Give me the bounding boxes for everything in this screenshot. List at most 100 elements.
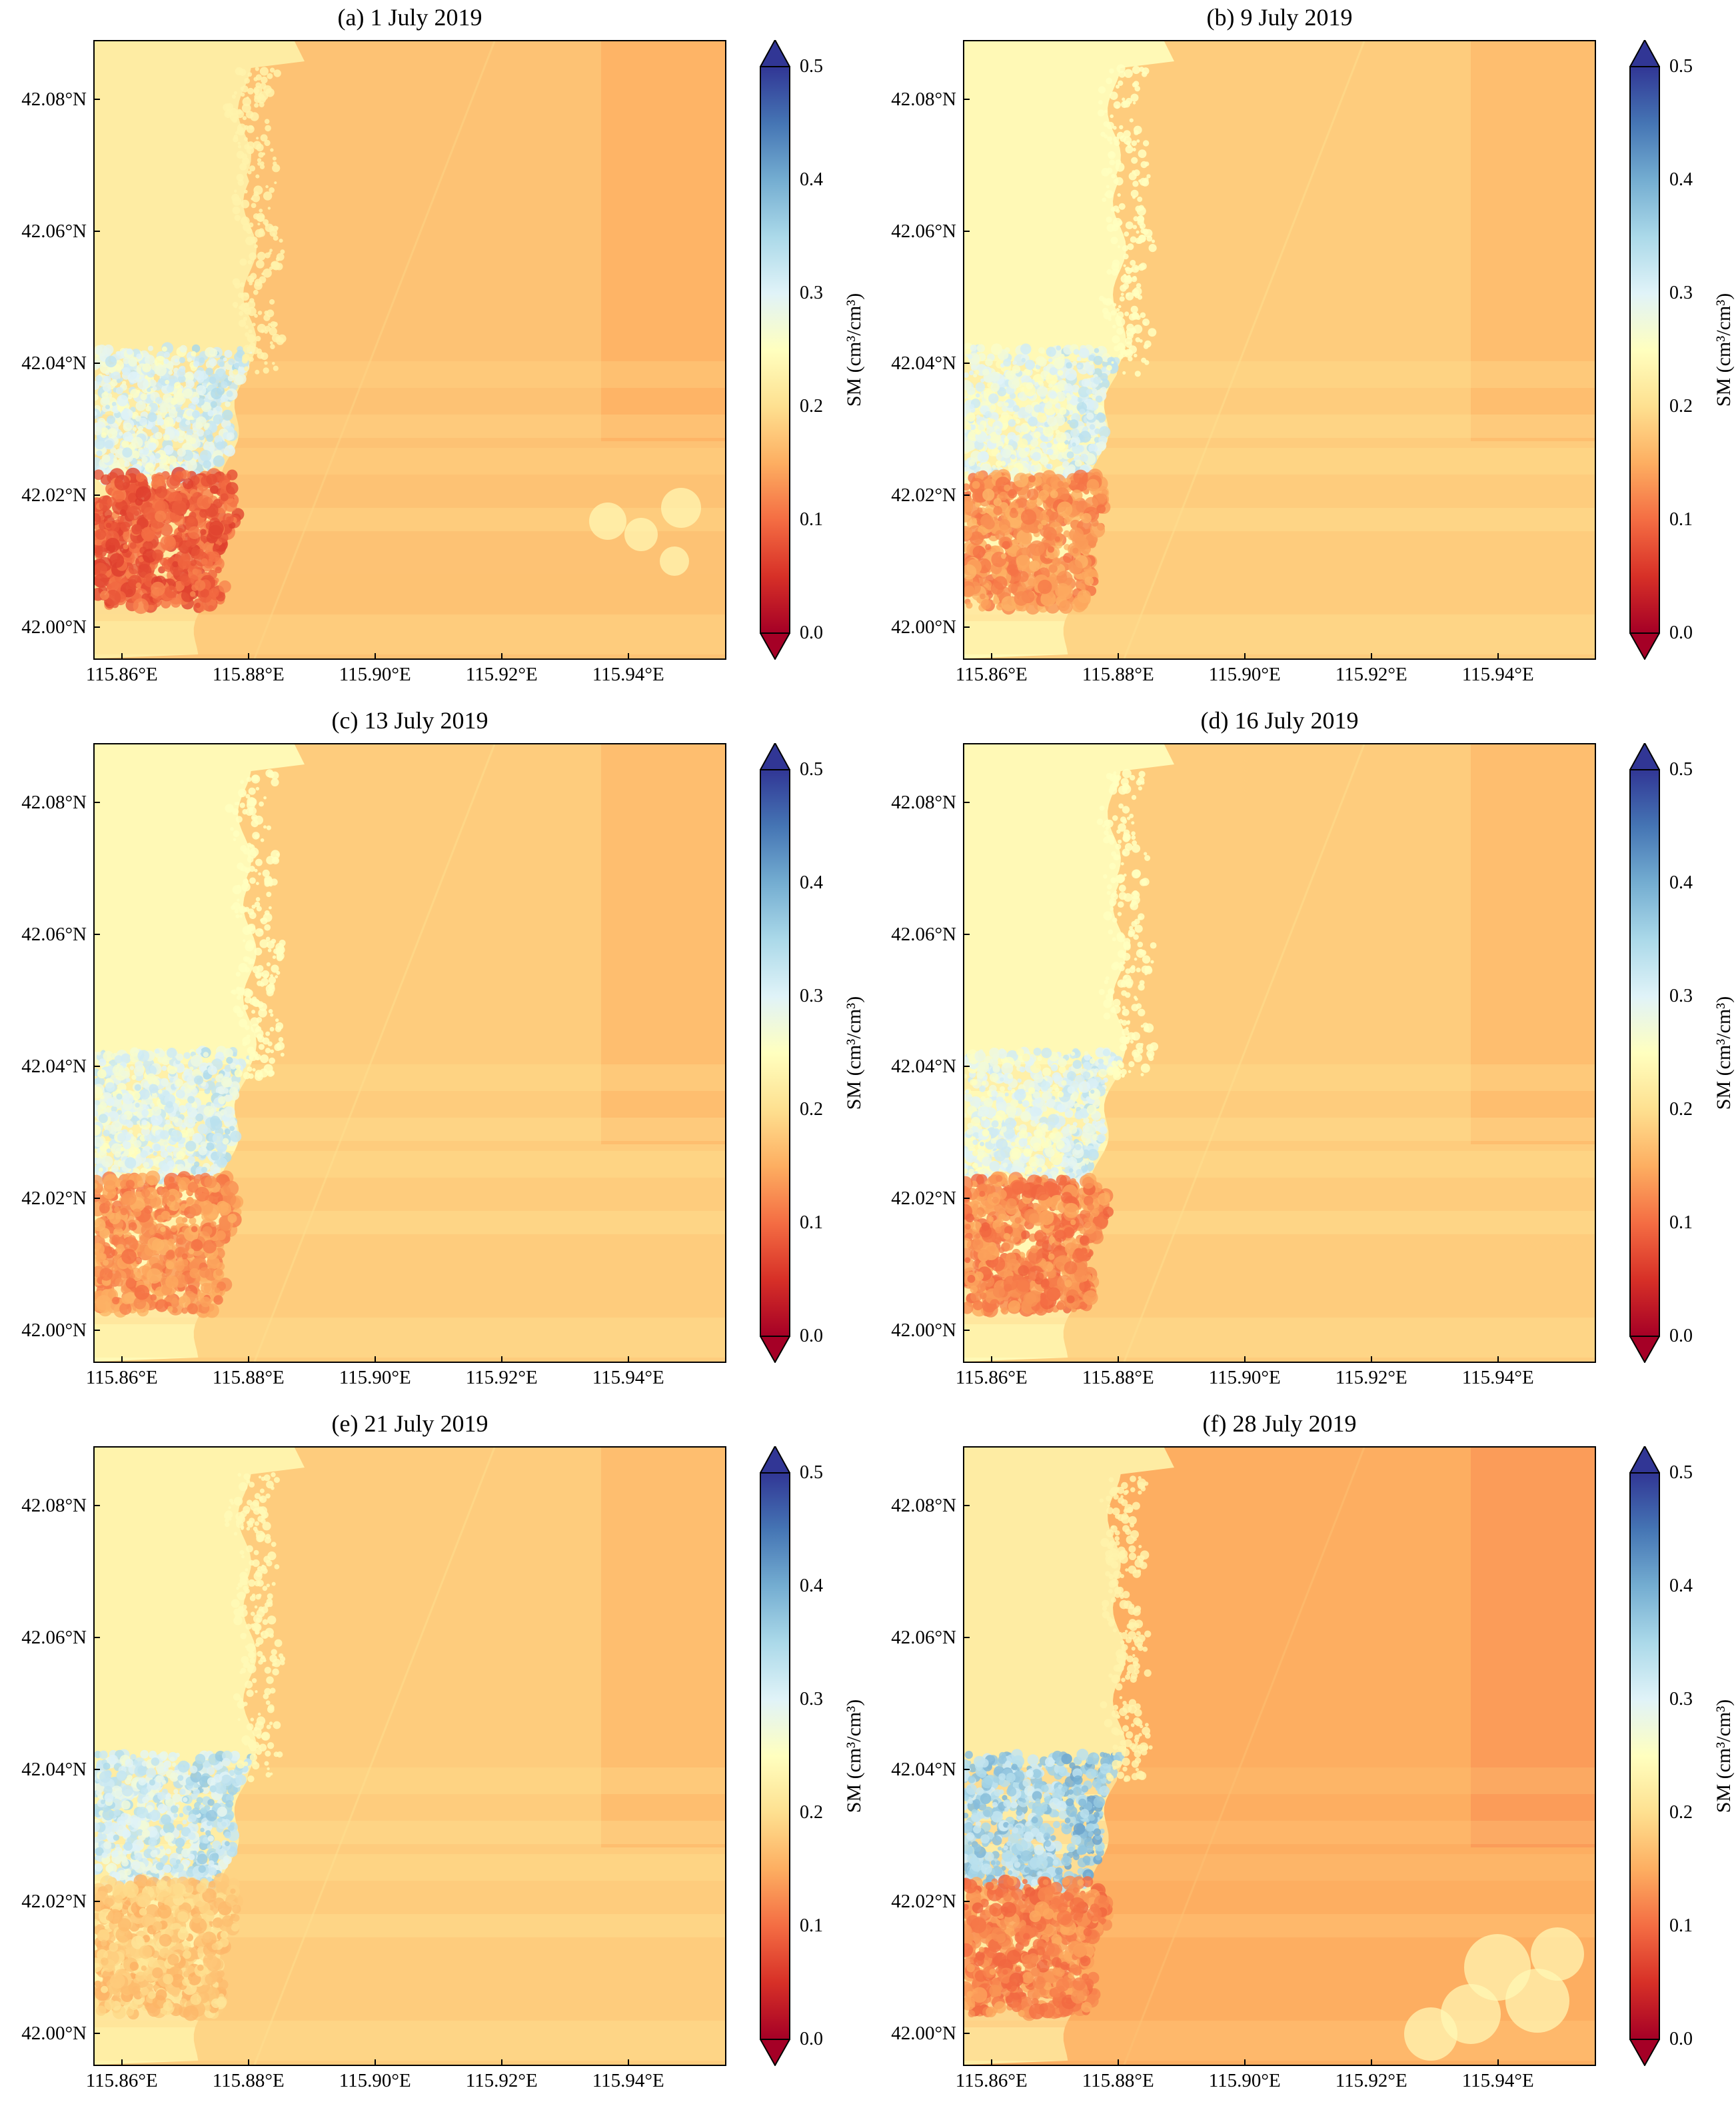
- lon-tick-mark: [1244, 2059, 1246, 2066]
- lat-tick-label: 42.04°N: [891, 352, 956, 374]
- lat-tick-label: 42.06°N: [891, 220, 956, 242]
- lat-tick-mark: [963, 1505, 970, 1507]
- swath-stripe: [95, 2021, 725, 2061]
- sm-raster: [95, 744, 725, 1362]
- lat-tick-mark: [93, 933, 100, 935]
- colorbar-gradient: [1629, 66, 1660, 634]
- lat-tick-label: 42.04°N: [891, 1055, 956, 1077]
- lon-tick-mark: [1370, 653, 1372, 660]
- lat-tick-mark: [963, 494, 970, 496]
- lon-tick-label: 115.88°E: [212, 1367, 285, 1388]
- east-dry-strip: [601, 744, 725, 1144]
- colorbar-label: SM (cm³/cm³): [843, 1699, 865, 1813]
- colorbar-tick-label: 0.0: [1669, 622, 1693, 643]
- colorbar-tick-label: 0.4: [1669, 169, 1693, 190]
- lon-tick-label: 115.90°E: [339, 2070, 411, 2091]
- lat-tick-label: 42.08°N: [21, 792, 87, 814]
- lon-tick-label: 115.86°E: [85, 664, 158, 685]
- lat-tick-mark: [93, 1505, 100, 1507]
- colorbar-tick-label: 0.4: [800, 1576, 823, 1596]
- panel-title: (a) 1 July 2019: [337, 4, 482, 31]
- dry-patch: [964, 1874, 1114, 2021]
- colorbar-gradient: [1629, 1472, 1660, 2040]
- boundary-speckles: [1098, 64, 1157, 377]
- lat-tick-label: 42.02°N: [21, 1890, 87, 1912]
- lon-tick-mark: [121, 2059, 123, 2066]
- lat-tick-mark: [963, 802, 970, 804]
- colorbar-tick-label: 0.1: [800, 1915, 823, 1936]
- wet-patch: [964, 1046, 1123, 1190]
- pivot-fields: [589, 488, 701, 576]
- map-panel: (d) 16 July 2019 42.08°N 42.06°N 42.04°N 42.…: [870, 703, 1736, 1403]
- colorbar-gradient: [760, 66, 790, 634]
- colorbar-gradient: [1629, 769, 1660, 1337]
- lon-tick-label: 115.94°E: [592, 664, 664, 685]
- lat-tick-label: 42.00°N: [891, 1319, 956, 1341]
- lat-tick-mark: [963, 1065, 970, 1067]
- lon-tick-mark: [627, 653, 629, 660]
- road-line: [1123, 744, 1365, 1362]
- colorbar-tick-label: 0.5: [1669, 56, 1693, 77]
- swath-stripe: [95, 1318, 725, 1358]
- map-panel: (a) 1 July 2019 42.08°N 42.06°N 42.04°N 42.0…: [0, 0, 866, 700]
- lon-tick-mark: [1370, 1356, 1372, 1363]
- east-dry-strip: [601, 1448, 725, 1847]
- lon-tick-mark: [1497, 2059, 1499, 2066]
- lon-tick-mark: [374, 2059, 376, 2066]
- lon-tick-mark: [500, 1356, 502, 1363]
- lat-tick-label: 42.06°N: [21, 923, 87, 945]
- colorbar-tick-label: 0.0: [1669, 2029, 1693, 2049]
- lat-tick-mark: [93, 230, 100, 232]
- swath-stripe: [964, 614, 1595, 654]
- sm-map: [963, 1446, 1596, 2066]
- lon-tick-label: 115.92°E: [1335, 664, 1407, 685]
- lon-tick-mark: [247, 1356, 249, 1363]
- colorbar-tick-label: 0.2: [800, 1802, 823, 1823]
- lat-tick-mark: [93, 1065, 100, 1067]
- lon-tick-mark: [1117, 2059, 1119, 2066]
- lat-tick-mark: [93, 494, 100, 496]
- road-line: [253, 41, 496, 658]
- lat-tick-label: 42.06°N: [891, 923, 956, 945]
- colorbar-extend-min: [1629, 632, 1661, 661]
- lat-tick-label: 42.02°N: [891, 1890, 956, 1912]
- sm-raster: [95, 41, 725, 658]
- wet-patch: [964, 1748, 1125, 1893]
- lon-tick-mark: [1244, 1356, 1246, 1363]
- colorbar-gradient: [760, 769, 790, 1337]
- colorbar-extend-min: [1629, 2039, 1661, 2067]
- colorbar-tick-label: 0.0: [800, 622, 823, 643]
- colorbar-tick-label: 0.3: [800, 986, 823, 1006]
- swath-stripe: [964, 2021, 1595, 2061]
- colorbar-tick-label: 0.5: [1669, 1462, 1693, 1483]
- lon-tick-label: 115.90°E: [1208, 1367, 1281, 1388]
- colorbar: [759, 741, 791, 1364]
- colorbar-tick-label: 0.3: [800, 1689, 823, 1709]
- colorbar-tick-label: 0.5: [800, 759, 823, 780]
- colorbar-tick-label: 0.2: [800, 1099, 823, 1120]
- lon-tick-mark: [990, 2059, 992, 2066]
- sm-map: [93, 743, 726, 1363]
- colorbar-tick-label: 0.2: [1669, 396, 1693, 417]
- colorbar-tick-label: 0.2: [1669, 1802, 1693, 1823]
- colorbar-tick-label: 0.1: [1669, 1915, 1693, 1936]
- colorbar-extend-min: [759, 2039, 791, 2067]
- lon-tick-mark: [627, 1356, 629, 1363]
- lon-tick-label: 115.86°E: [955, 2070, 1028, 2091]
- colorbar-label: SM (cm³/cm³): [843, 293, 865, 407]
- lon-tick-mark: [627, 2059, 629, 2066]
- colorbar-extend-min: [1629, 1336, 1661, 1364]
- lon-tick-mark: [990, 653, 992, 660]
- lon-tick-label: 115.88°E: [212, 2070, 285, 2091]
- sm-raster: [964, 41, 1595, 658]
- lon-tick-mark: [121, 1356, 123, 1363]
- sm-map: [963, 743, 1596, 1363]
- colorbar-extend-max: [1629, 1444, 1661, 1474]
- lon-tick-mark: [990, 1356, 992, 1363]
- colorbar-tick-label: 0.1: [800, 509, 823, 530]
- lon-tick-mark: [247, 2059, 249, 2066]
- lat-tick-label: 42.02°N: [891, 1187, 956, 1209]
- lon-tick-mark: [1497, 1356, 1499, 1363]
- lat-tick-label: 42.06°N: [21, 220, 87, 242]
- lon-tick-label: 115.92°E: [465, 1367, 538, 1388]
